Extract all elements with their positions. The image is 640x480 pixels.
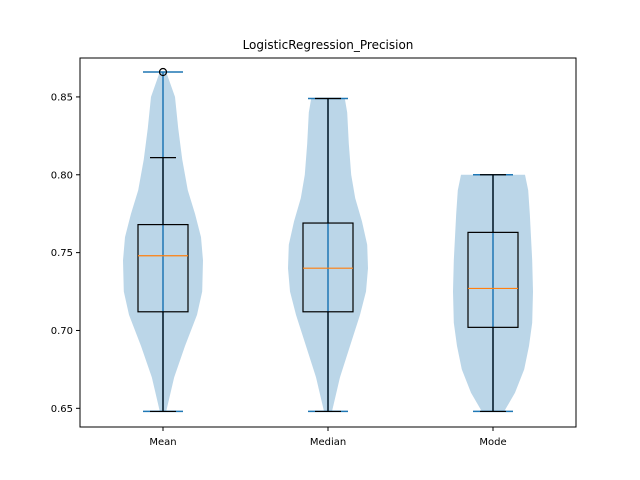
boxes-layer (137, 67, 519, 413)
x-tick-label-mode: Mode (479, 437, 506, 448)
chart-title: LogisticRegression_Precision (243, 38, 414, 52)
y-tick-label-3: 0.80 (51, 170, 73, 181)
y-tick-label-1: 0.70 (51, 326, 73, 337)
plot-frame (79, 57, 577, 428)
x-tick-label-median: Median (310, 437, 346, 448)
y-axis: 0.65 0.70 0.75 0.80 0.85 (51, 92, 80, 415)
box-mode (467, 231, 519, 328)
box-mean (137, 223, 189, 313)
violins-layer (123, 71, 533, 413)
x-tick-label-mean: Mean (149, 437, 176, 448)
box-median (302, 222, 354, 313)
y-tick-label-4: 0.85 (51, 92, 73, 103)
y-tick-label-2: 0.75 (51, 248, 73, 259)
y-tick-label-0: 0.65 (51, 404, 73, 415)
outlier-point-mean-0 (158, 67, 168, 77)
x-axis: Mean Median Mode (149, 427, 507, 448)
